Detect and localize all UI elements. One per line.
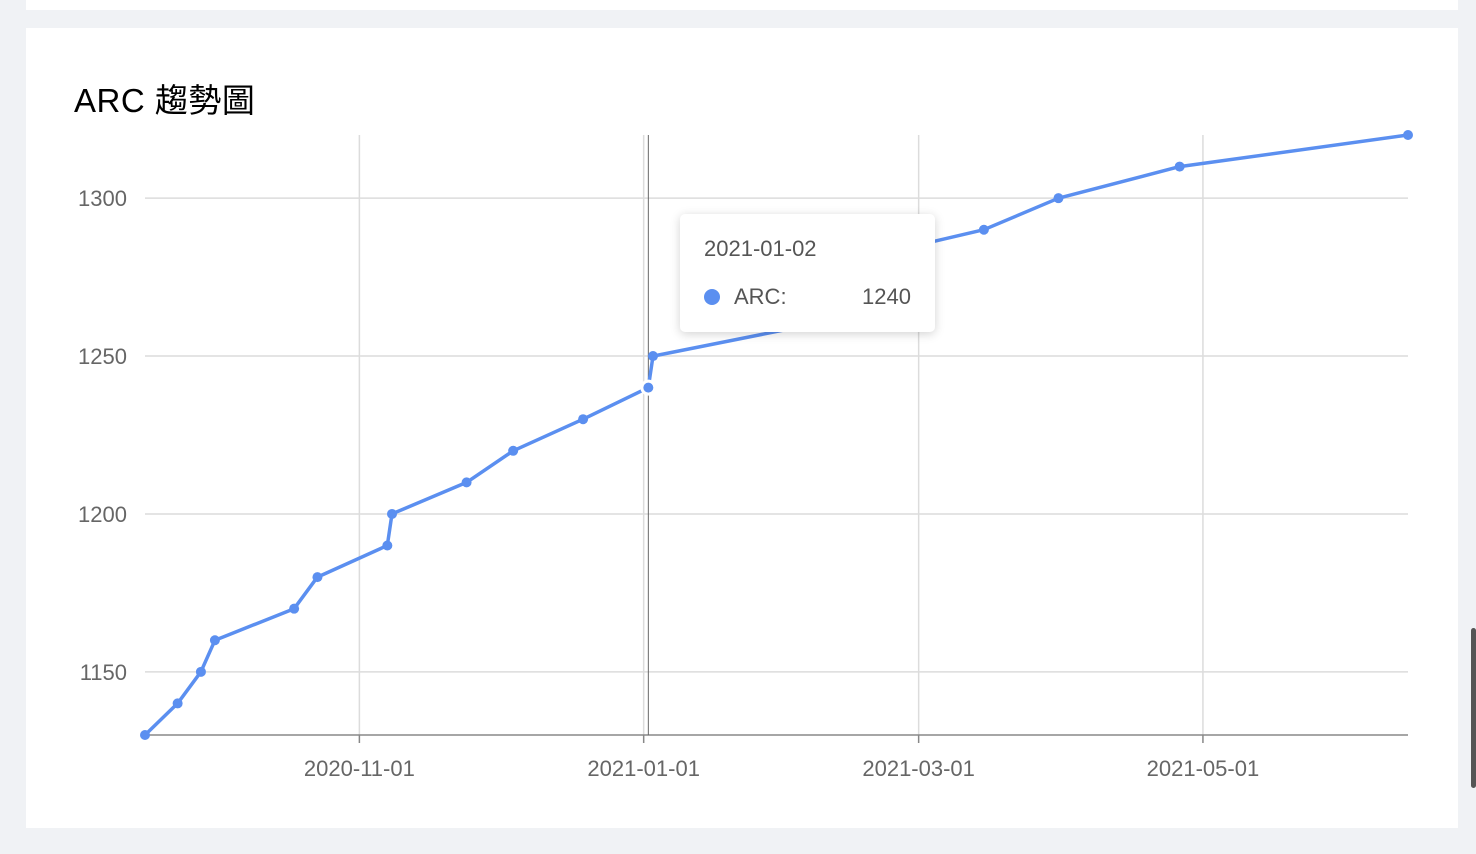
tooltip-value: 1240 bbox=[862, 284, 911, 309]
data-point bbox=[1174, 161, 1185, 172]
y-tick-label: 1150 bbox=[80, 660, 127, 685]
x-tick-label: 2021-01-01 bbox=[587, 756, 700, 781]
tooltip-date: 2021-01-02 bbox=[704, 236, 817, 261]
y-tick-label: 1200 bbox=[78, 502, 127, 527]
data-point bbox=[195, 666, 206, 677]
data-point bbox=[289, 603, 300, 614]
tooltip-row: ARC: 1240 bbox=[704, 284, 911, 310]
previous-card bbox=[26, 0, 1458, 10]
y-tick-label: 1300 bbox=[78, 186, 127, 211]
scrollbar-thumb[interactable] bbox=[1471, 628, 1476, 788]
chart-title: ARC 趨勢圖 bbox=[74, 82, 256, 119]
x-tick-label: 2021-03-01 bbox=[862, 756, 975, 781]
data-point bbox=[387, 508, 398, 519]
x-tick-label: 2021-05-01 bbox=[1147, 756, 1260, 781]
data-point bbox=[382, 540, 393, 551]
data-point bbox=[578, 414, 589, 425]
data-point bbox=[209, 635, 220, 646]
data-point bbox=[1403, 130, 1413, 140]
x-tick-label: 2020-11-01 bbox=[304, 756, 415, 781]
data-point bbox=[172, 698, 183, 709]
chart-tooltip: 2021-01-02 ARC: 1240 bbox=[680, 214, 935, 332]
data-point bbox=[978, 224, 989, 235]
series-line-arc bbox=[143, 133, 1409, 737]
data-point bbox=[647, 351, 658, 362]
data-point bbox=[640, 379, 657, 396]
y-tick-label: 1250 bbox=[78, 344, 127, 369]
tooltip-series-name: ARC: bbox=[734, 284, 787, 309]
data-point bbox=[461, 477, 472, 488]
tooltip-series-dot-icon bbox=[704, 289, 720, 305]
data-point bbox=[508, 445, 519, 456]
data-point bbox=[312, 572, 323, 583]
data-point bbox=[1053, 193, 1064, 204]
data-point bbox=[140, 730, 150, 740]
